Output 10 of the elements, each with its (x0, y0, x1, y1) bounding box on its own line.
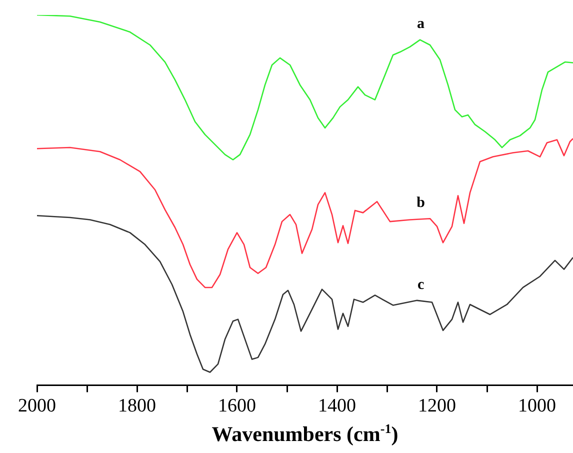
x-tick-label: 1000 (518, 396, 556, 417)
series-label: b (416, 194, 425, 211)
series-label: c (417, 276, 424, 293)
x-tick-label: 1400 (318, 396, 356, 417)
x-tick-label: 1800 (118, 396, 156, 417)
x-axis-title: Wavenumbers (cm$^{-1}$) (210, 421, 400, 447)
x-tick-label: 2000 (18, 396, 56, 417)
series-label: a (417, 16, 426, 32)
x-tick-label: 1200 (418, 396, 456, 417)
x-tick-label: 1600 (218, 396, 256, 417)
